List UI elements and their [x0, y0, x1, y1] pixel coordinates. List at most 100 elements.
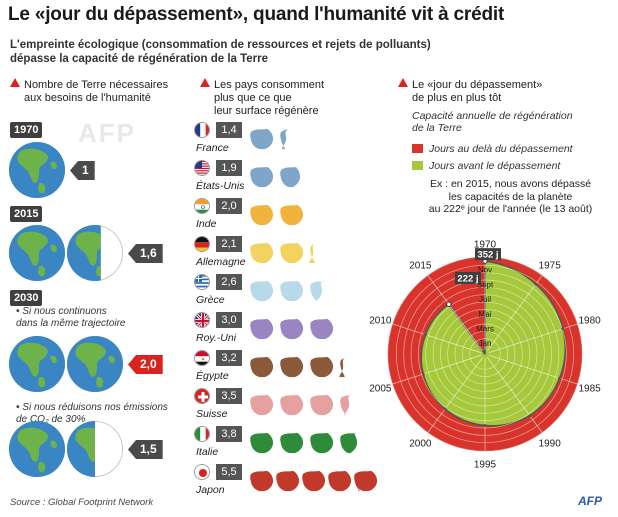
country-shape-icon: [280, 242, 304, 264]
country-name: Italie: [196, 446, 219, 458]
year-spoke: [487, 275, 543, 351]
country-value: 3,8: [216, 426, 242, 442]
legend: Jours au delà du dépassement Jours avant…: [412, 140, 573, 174]
country-shape: [278, 240, 306, 271]
country-shape: [248, 392, 276, 423]
country-shape: [308, 240, 326, 271]
country-shape: [338, 392, 356, 423]
country-value: 3,5: [216, 388, 242, 404]
country-shape-icon: [280, 280, 304, 302]
annotation-label: 352 j: [477, 250, 498, 261]
country-shape-icon: [280, 432, 304, 454]
watermark: AFP: [78, 118, 136, 148]
year-label: 1970: [10, 122, 43, 138]
country-value: 2,6: [216, 274, 242, 290]
country-name: France: [196, 142, 229, 154]
country-row: 2,1 Allemagne: [194, 236, 394, 274]
month-label: Jan: [479, 339, 492, 348]
data-point: [443, 407, 447, 411]
annotation-box: [475, 248, 501, 261]
example-note: Ex : en 2015, nous avons dépassé les cap…: [428, 178, 593, 215]
flag-icon: [195, 465, 209, 479]
country-shape-icon: [310, 280, 326, 302]
country-value: 1,4: [216, 122, 242, 138]
country-shape: [300, 468, 328, 499]
flag-icon: [195, 313, 209, 327]
country-row: 1,4 France: [194, 122, 394, 160]
month-label: Sept: [477, 280, 494, 289]
globe-icon: [8, 335, 66, 393]
country-shape: [308, 278, 326, 309]
flag-icon: [195, 123, 209, 137]
note-line: • Si nous continuons: [16, 306, 107, 317]
country-shape-icon: [250, 128, 274, 150]
country-shape: [248, 468, 276, 499]
country-shape: [308, 316, 336, 347]
legend-swatch-red: [412, 144, 423, 153]
country-shape-icon: [280, 204, 304, 226]
country-shape: [278, 126, 296, 157]
radial-chart: 1970 1975 1980 1985 1990 1995 2000 2005 2010 2015…: [369, 240, 601, 471]
data-point: [558, 376, 561, 380]
country-shape-icon: [339, 356, 356, 378]
year-tick-label: 2000: [409, 438, 432, 449]
country-shape: [278, 316, 306, 347]
country-shape: [274, 468, 302, 499]
country-shape: [278, 354, 306, 385]
earths-value-tag: 1: [70, 161, 95, 180]
day-heading: Le «jour du dépassement» de plus en plus…: [398, 78, 608, 105]
country-shape: [338, 354, 356, 385]
page-subtitle: L'empreinte écologique (consommation de …: [10, 39, 431, 65]
country-shape: [326, 468, 354, 499]
regeneration-area: [420, 260, 567, 427]
year-tick-label: 1970: [474, 240, 497, 251]
flag-icon: [195, 389, 209, 403]
country-shape-icon: [280, 318, 304, 340]
country-row: 3,0 Roy.-Uni: [194, 312, 394, 350]
country-shape: [308, 430, 336, 461]
country-shape-icon: [280, 394, 304, 416]
country-shape: [278, 202, 306, 233]
year-tick-label: 2010: [369, 316, 392, 327]
country-shape-icon: [250, 356, 274, 378]
year-tick-label: 1995: [474, 460, 497, 471]
country-value: 1,9: [216, 160, 242, 176]
flag-icon: [195, 199, 209, 213]
globe: [66, 420, 124, 483]
country-shape: [248, 316, 276, 347]
annotation-box: [455, 272, 481, 284]
year-spoke: [487, 357, 543, 433]
data-point: [421, 372, 425, 376]
country-shape-icon: [309, 242, 326, 264]
flag-icon: [195, 161, 209, 175]
globe: [66, 224, 124, 287]
country-name: Égypte: [196, 370, 229, 382]
flag-icon: [195, 275, 209, 289]
country-flag: [194, 388, 210, 404]
country-shape-icon: [340, 394, 356, 416]
globe: [8, 141, 66, 204]
data-point: [483, 424, 487, 427]
flag-icon: [195, 351, 209, 365]
legend-item: Jours avant le dépassement: [412, 157, 573, 174]
country-flag: [194, 236, 210, 252]
legend-caption: Capacité annuelle de régénération de la …: [412, 110, 573, 134]
country-name: Allemagne: [196, 256, 246, 268]
country-flag: [194, 274, 210, 290]
country-flag: [194, 160, 210, 176]
country-shape-icon: [250, 280, 274, 302]
country-flag: [194, 198, 210, 214]
globe-icon: [66, 420, 124, 478]
globe-icon: [8, 224, 66, 282]
month-label: Mars: [476, 324, 494, 333]
note-line: dans la même trajectoire: [16, 318, 126, 329]
country-name: Roy.-Uni: [196, 332, 237, 344]
annotation-marker: [446, 301, 452, 307]
country-shape: [248, 164, 276, 195]
country-row: 3,5 Suisse: [194, 388, 394, 426]
scenario-note: • Si nous continuons dans la même traject…: [16, 306, 196, 330]
note-line: de CO₂ de 30%: [16, 414, 86, 425]
country-value: 2,0: [216, 198, 242, 214]
data-point: [424, 333, 427, 337]
red-triangle-icon: [200, 78, 210, 87]
